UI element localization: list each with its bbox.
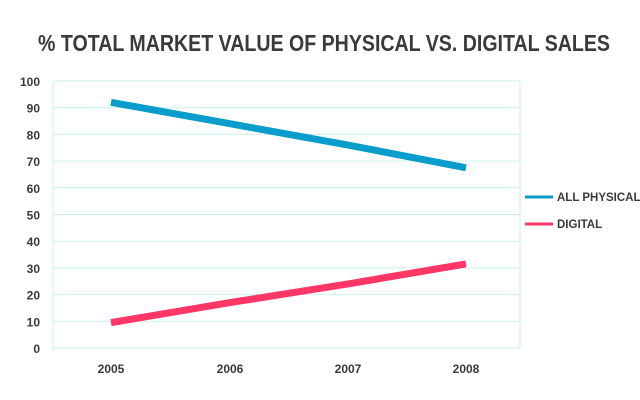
y-tick-label: 50 [27, 209, 41, 223]
y-tick-label: 40 [27, 235, 41, 249]
y-tick-label: 90 [27, 102, 41, 116]
x-tick-label: 2007 [335, 362, 362, 376]
y-tick-label: 20 [27, 289, 41, 303]
y-tick-label: 100 [20, 75, 40, 89]
y-tick-label: 10 [27, 315, 41, 329]
legend-label: ALL PHYSICAL [557, 192, 640, 204]
x-tick-label: 2006 [217, 362, 244, 376]
y-tick-label: 60 [27, 182, 41, 196]
series-line-all-physical [110, 98, 467, 172]
x-tick-label: 2008 [453, 362, 480, 376]
legend-label: DIGITAL [557, 219, 602, 231]
x-tick-label: 2005 [98, 362, 125, 376]
series-line-digital [110, 260, 467, 327]
y-tick-label: 80 [27, 128, 41, 142]
y-tick-label: 0 [33, 342, 40, 356]
y-tick-label: 30 [27, 262, 41, 276]
y-tick-label: 70 [27, 155, 41, 169]
chart-title: % TOTAL MARKET VALUE OF PHYSICAL VS. DIG… [38, 30, 610, 56]
